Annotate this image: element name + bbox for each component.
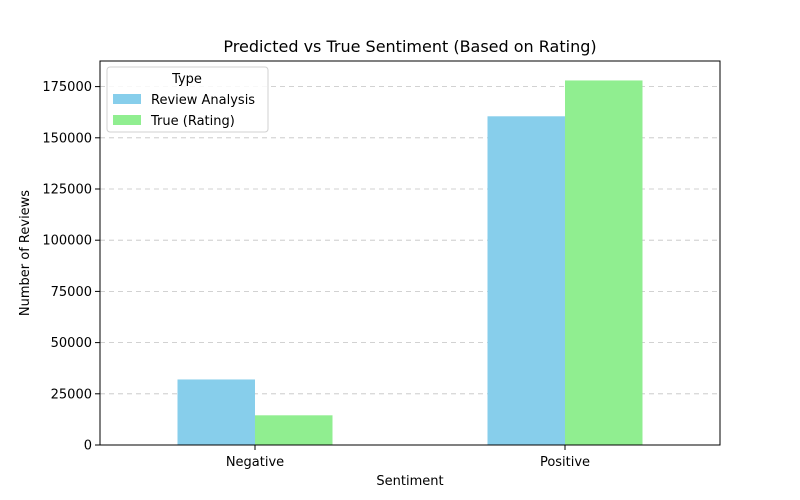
bar-true-rating-positive — [565, 80, 643, 446]
bar-review-analysis-negative — [177, 379, 255, 445]
y-tick-label: 100000 — [42, 234, 92, 249]
legend-title: Type — [171, 72, 202, 87]
plot-frame — [99, 60, 721, 446]
y-axis: 0 25000 50000 75000 100000 125000 150000 175000 — [42, 80, 100, 454]
y-tick-label: 75000 — [51, 285, 92, 300]
bar-review-analysis-positive — [487, 116, 565, 446]
x-tick-label-positive: Positive — [540, 455, 590, 470]
legend-swatch-true-rating — [113, 115, 141, 125]
x-tick-label-negative: Negative — [226, 455, 284, 470]
y-tick-label: 0 — [84, 439, 92, 454]
legend-label-true-rating: True (Rating) — [150, 114, 235, 129]
bars — [177, 80, 643, 446]
legend-label-review-analysis: Review Analysis — [151, 93, 255, 108]
y-tick-label: 125000 — [42, 183, 92, 198]
y-tick-label: 150000 — [42, 131, 92, 146]
x-axis: Negative Positive — [226, 445, 590, 470]
legend-box — [106, 66, 269, 133]
bar-true-rating-negative — [255, 415, 333, 445]
y-tick-label: 25000 — [51, 387, 92, 402]
legend-swatch-review-analysis — [113, 94, 141, 104]
legend: Type Review Analysis True (Rating) — [106, 66, 269, 133]
y-tick-label: 50000 — [51, 336, 92, 351]
x-axis-label: Sentiment — [376, 474, 443, 489]
chart-title: Predicted vs True Sentiment (Based on Ra… — [223, 37, 596, 56]
y-tick-label: 175000 — [42, 80, 92, 95]
y-axis-label: Number of Reviews — [18, 190, 33, 316]
